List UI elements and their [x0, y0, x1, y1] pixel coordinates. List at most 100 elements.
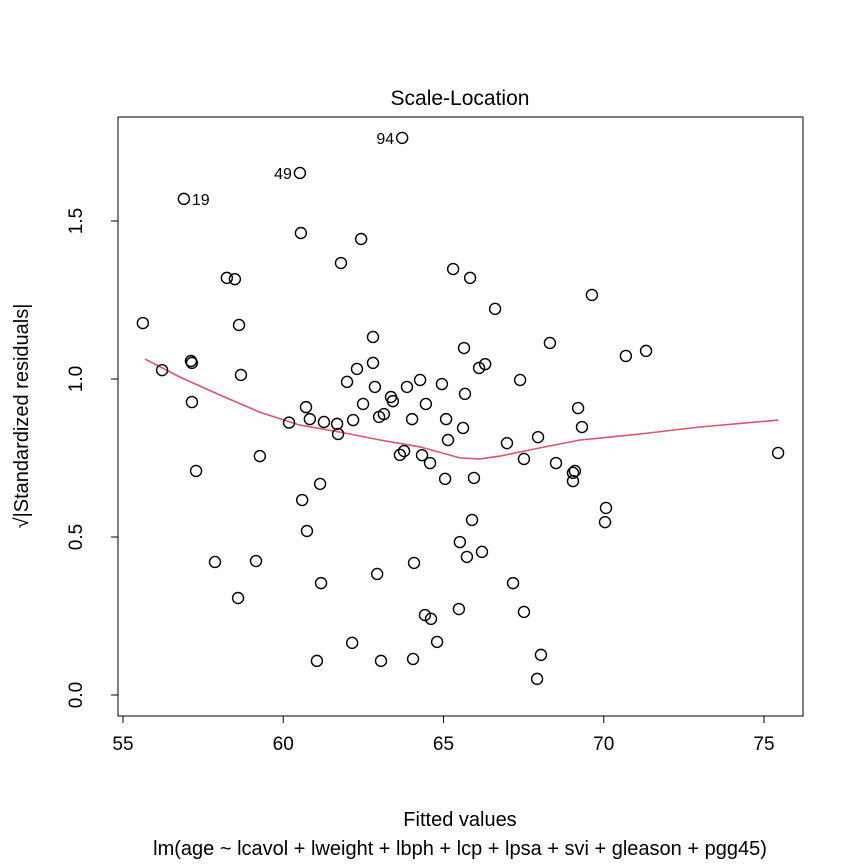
data-point — [465, 513, 479, 527]
data-point — [293, 166, 307, 180]
y-tick-label: 0.0 — [66, 682, 87, 708]
data-point — [253, 449, 267, 463]
data-point — [771, 446, 785, 460]
data-point — [232, 318, 246, 332]
data-point — [463, 271, 477, 285]
point-label: 49 — [274, 166, 292, 183]
data-point — [441, 433, 455, 447]
data-point — [475, 545, 489, 559]
data-point — [506, 576, 520, 590]
data-point — [517, 452, 531, 466]
data-point — [310, 654, 324, 668]
data-point — [331, 427, 345, 441]
data-point — [228, 272, 242, 286]
x-axis: 55 60 65 70 75 — [112, 715, 775, 755]
data-point — [406, 652, 420, 666]
data-point — [177, 192, 191, 206]
data-point — [424, 612, 438, 626]
data-point — [430, 635, 444, 649]
data-point — [356, 397, 370, 411]
data-point — [340, 375, 354, 389]
x-tick-label: 75 — [753, 734, 774, 755]
data-point — [334, 256, 348, 270]
x-tick-label: 70 — [593, 734, 614, 755]
data-point — [397, 444, 411, 458]
point-labels: 19 49 94 — [192, 131, 394, 209]
data-point — [405, 412, 419, 426]
y-tick-label: 1.5 — [66, 208, 87, 234]
data-point — [639, 344, 653, 358]
data-point — [370, 567, 384, 581]
data-point — [513, 373, 527, 387]
data-point — [234, 368, 248, 382]
data-point — [488, 302, 502, 316]
data-point — [530, 672, 544, 686]
data-point — [295, 493, 309, 507]
point-label: 19 — [192, 192, 210, 209]
points — [136, 131, 785, 686]
point-label: 94 — [376, 131, 394, 148]
x-tick-label: 60 — [273, 734, 294, 755]
data-point — [423, 456, 437, 470]
data-point — [249, 554, 263, 568]
data-point — [549, 456, 563, 470]
data-point — [395, 131, 409, 145]
data-point — [534, 648, 548, 662]
data-point — [366, 356, 380, 370]
data-point — [575, 420, 589, 434]
data-point — [543, 336, 557, 350]
x-tick-label: 55 — [112, 734, 133, 755]
data-point — [330, 417, 344, 431]
data-point — [415, 448, 429, 462]
data-point — [317, 415, 331, 429]
data-point — [377, 407, 391, 421]
data-point — [571, 401, 585, 415]
data-point — [452, 602, 466, 616]
data-point — [299, 400, 313, 414]
data-point — [453, 535, 467, 549]
y-axis-label: √|Standardized residuals| — [11, 304, 33, 529]
data-point — [185, 395, 199, 409]
chart-subtitle: lm(age ~ lcavol + lweight + lbph + lcp +… — [153, 838, 767, 860]
data-point — [457, 341, 471, 355]
data-point — [303, 412, 317, 426]
data-point — [346, 413, 360, 427]
data-point — [155, 363, 169, 377]
data-point — [354, 232, 368, 246]
data-point — [438, 472, 452, 486]
data-point — [220, 271, 234, 285]
data-point — [456, 421, 470, 435]
data-point — [435, 377, 449, 391]
y-tick-label: 0.5 — [66, 524, 87, 550]
data-point — [585, 288, 599, 302]
data-point — [393, 448, 407, 462]
data-point — [568, 464, 582, 478]
data-point — [517, 605, 531, 619]
data-point — [419, 397, 433, 411]
data-point — [413, 373, 427, 387]
data-point — [407, 556, 421, 570]
data-point — [185, 356, 199, 370]
chart-title: Scale-Location — [391, 87, 530, 110]
x-axis-label: Fitted values — [403, 809, 516, 831]
y-axis: 0.0 0.5 1.0 1.5 — [66, 208, 119, 708]
data-point — [531, 430, 545, 444]
data-point — [345, 636, 359, 650]
data-point — [189, 464, 203, 478]
data-point — [300, 524, 314, 538]
data-point — [374, 654, 388, 668]
data-point — [458, 387, 472, 401]
data-point — [472, 361, 486, 375]
data-point — [294, 226, 308, 240]
data-point — [368, 380, 382, 394]
data-point — [460, 550, 474, 564]
data-point — [467, 471, 481, 485]
data-point — [366, 330, 380, 344]
data-point — [282, 416, 296, 429]
data-point — [400, 380, 414, 394]
data-point — [598, 515, 612, 529]
data-point — [208, 555, 222, 569]
data-point — [478, 357, 492, 371]
data-point — [599, 501, 613, 515]
